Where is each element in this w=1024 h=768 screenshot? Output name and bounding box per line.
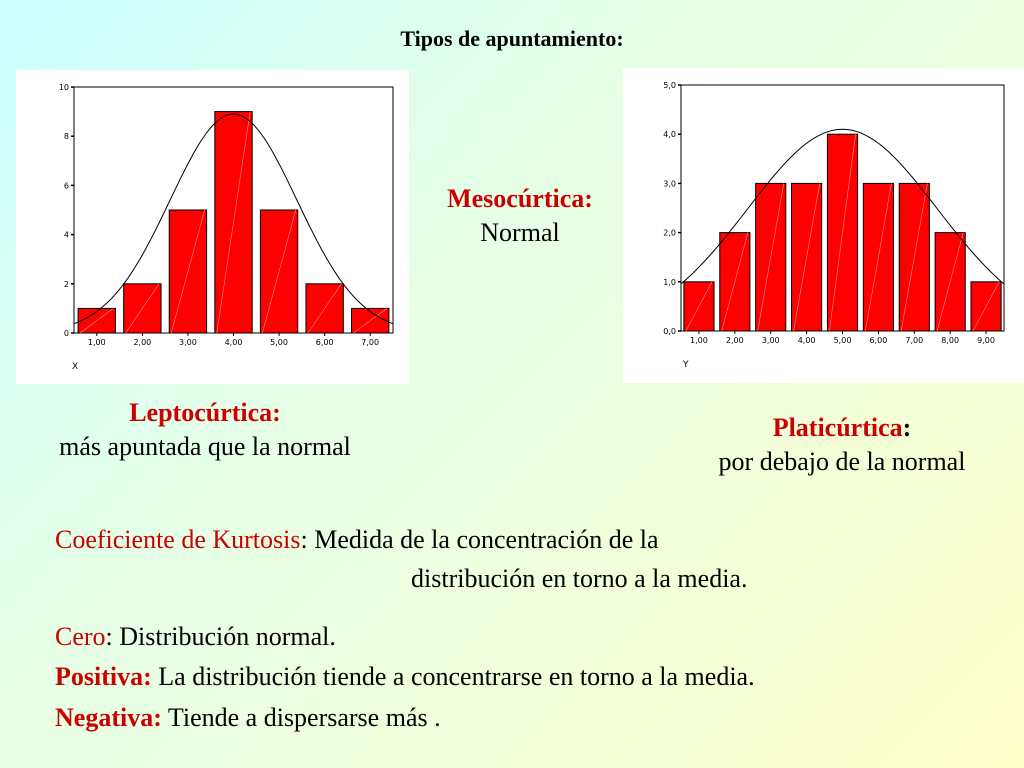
platykurtic-chart-svg: 0,0 1,0 2,0 3,0 4,0 5,0 1,00 2,00 3,00 4,00 5,00 6,… xyxy=(663,81,1005,370)
mesokurtic-label: Mesocúrtica: xyxy=(447,184,593,213)
lepto-ytick-label: 2 xyxy=(64,280,69,289)
leptokurtic-chart-svg: 0 2 4 6 8 10 1,00 2,00 3,00 4,00 5,00 6,00 7,00 X xyxy=(59,83,394,372)
lepto-bar-shine xyxy=(79,308,114,334)
plati-bar-shine xyxy=(685,281,713,332)
plati-xtick-label: 6,00 xyxy=(869,336,887,345)
plati-xtick-label: 1,00 xyxy=(690,336,708,345)
plati-ytick-label: 5,0 xyxy=(663,81,676,90)
platykurtic-chart: 0,0 1,0 2,0 3,0 4,0 5,0 1,00 2,00 3,00 4,00 5,00 6,… xyxy=(623,68,1024,383)
lepto-bar-shine xyxy=(170,209,205,334)
platykurtic-description: por debajo de la normal xyxy=(718,446,966,476)
rule-positive-label: Positiva: xyxy=(55,662,152,692)
page-title: Tipos de apuntamiento: xyxy=(400,26,624,51)
lepto-xaxis-title: X xyxy=(72,362,78,372)
plati-normal-curve xyxy=(680,128,1005,285)
lepto-ytick-label: 0 xyxy=(64,329,69,338)
rule-zero-label: Cero xyxy=(55,622,106,651)
platykurtic-colon: : xyxy=(902,413,912,442)
kurtosis-definition-line2: distribución en torno a la media. xyxy=(411,564,748,593)
rule-zero: Cero: Distribución normal. xyxy=(55,617,1015,657)
plati-ytick-label: 0,0 xyxy=(663,327,676,336)
plati-ytick-label: 3,0 xyxy=(663,179,676,188)
kurtosis-definition: Coeficiente de Kurtosis: Medida de la co… xyxy=(55,520,1005,598)
lepto-xtick-label: 5,00 xyxy=(270,338,288,347)
lepto-normal-curve xyxy=(73,113,394,325)
lepto-ytick-label: 6 xyxy=(64,181,69,190)
lepto-ytick-label: 10 xyxy=(59,83,69,92)
lepto-bar-shine xyxy=(262,209,297,334)
plati-xtick-label: 4,00 xyxy=(798,336,816,345)
plati-xtick-label: 8,00 xyxy=(941,336,959,345)
rule-zero-text: : Distribución normal. xyxy=(105,622,336,651)
plati-ytick-label: 2,0 xyxy=(663,229,676,238)
plati-ytick-label: 1,0 xyxy=(663,278,676,287)
rule-negative: Negativa: Tiende a dispersarse más . xyxy=(55,698,1015,738)
plati-bar-shine xyxy=(900,183,928,332)
mesokurtic-description: Normal xyxy=(480,217,560,247)
leptokurtic-chart: 0 2 4 6 8 10 1,00 2,00 3,00 4,00 5,00 6,00 7,00 X xyxy=(16,70,409,384)
lepto-xtick-label: 6,00 xyxy=(316,338,334,347)
lepto-xtick-label: 2,00 xyxy=(133,338,151,347)
lepto-xtick-label: 4,00 xyxy=(225,338,243,347)
plati-bar-shine xyxy=(972,281,1000,332)
lepto-bar-shine xyxy=(216,111,251,334)
lepto-xtick-label: 7,00 xyxy=(361,338,379,347)
plati-bar-shine xyxy=(793,183,820,332)
plati-xtick-label: 7,00 xyxy=(905,336,923,345)
plati-bar-shine xyxy=(757,183,785,332)
plati-bar-shine xyxy=(936,232,964,332)
kurtosis-definition-line1: : Medida de la concentración de la xyxy=(300,525,659,554)
lepto-xtick-label: 3,00 xyxy=(179,338,197,347)
platykurtic-label: Platicúrtica xyxy=(772,413,903,442)
lepto-bar-shine xyxy=(353,308,388,334)
leptokurtic-description: más apuntada que la normal xyxy=(59,431,351,461)
plati-xtick-label: 2,00 xyxy=(726,336,744,345)
kurtosis-rules: Cero: Distribución normal. Positiva: La … xyxy=(55,617,1015,738)
plati-bar-shine xyxy=(865,183,892,332)
plati-xtick-label: 3,00 xyxy=(762,336,780,345)
plati-xtick-label: 5,00 xyxy=(834,336,852,345)
plati-xaxis-title: Y xyxy=(682,360,689,370)
kurtosis-term: Coeficiente de Kurtosis xyxy=(55,525,301,554)
rule-negative-text: Tiende a dispersarse más . xyxy=(161,702,441,732)
lepto-bar-shine xyxy=(125,283,160,334)
lepto-xtick-label: 1,00 xyxy=(88,338,106,347)
lepto-ytick-label: 4 xyxy=(64,231,69,240)
rule-negative-label: Negativa: xyxy=(55,702,162,732)
leptokurtic-label: Leptocúrtica: xyxy=(129,398,281,427)
mesokurtic-caption: Mesocúrtica: Normal xyxy=(400,182,640,250)
lepto-ytick-label: 8 xyxy=(64,132,69,141)
rule-positive: Positiva: La distribución tiende a conce… xyxy=(55,657,1015,697)
lepto-bar xyxy=(259,209,299,334)
plati-ytick-label: 4,0 xyxy=(663,130,676,139)
rule-positive-text: La distribución tiende a concentrarse en… xyxy=(151,662,755,692)
platykurtic-caption: Platicúrtica: por debajo de la normal xyxy=(660,411,1024,479)
plati-bar-shine xyxy=(829,134,856,332)
leptokurtic-caption: Leptocúrtica: más apuntada que la normal xyxy=(0,396,410,464)
lepto-bar-shine xyxy=(307,283,342,334)
plati-bar-shine xyxy=(721,232,749,332)
plati-xtick-label: 9,00 xyxy=(977,336,995,345)
